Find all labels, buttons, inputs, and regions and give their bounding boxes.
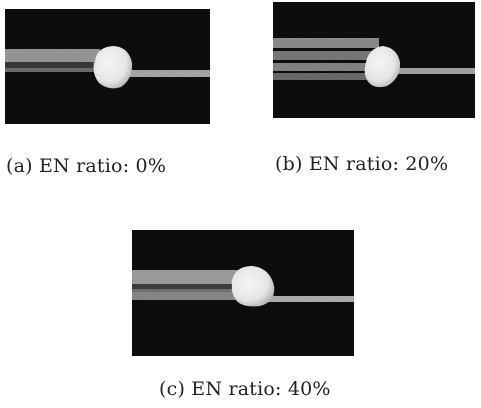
micrograph-panel-b bbox=[273, 2, 475, 118]
caption-panel-a: (a) EN ratio: 0% bbox=[6, 155, 167, 177]
micrograph-image-c bbox=[132, 230, 354, 356]
micrograph-image-a bbox=[5, 9, 210, 124]
micrograph-image-b bbox=[273, 2, 475, 118]
micrograph-panel-a bbox=[5, 9, 210, 124]
caption-panel-b: (b) EN ratio: 20% bbox=[275, 153, 449, 175]
micrograph-panel-c bbox=[132, 230, 354, 356]
caption-panel-c: (c) EN ratio: 40% bbox=[159, 378, 331, 400]
